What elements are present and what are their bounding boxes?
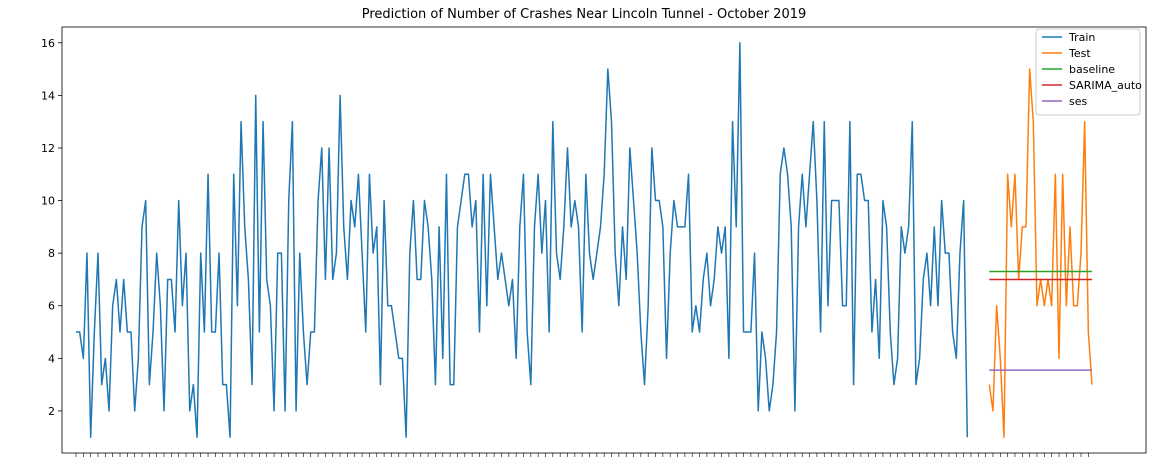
legend-label: ses bbox=[1069, 95, 1087, 108]
x-axis bbox=[75, 453, 1089, 457]
series-line-train bbox=[76, 42, 969, 438]
y-tick-label: 6 bbox=[48, 300, 55, 313]
legend-label: baseline bbox=[1069, 63, 1115, 76]
y-tick-label: 4 bbox=[48, 352, 55, 365]
plot-area bbox=[76, 42, 1093, 438]
y-tick-label: 14 bbox=[41, 89, 55, 102]
chart-title: Prediction of Number of Crashes Near Lin… bbox=[362, 7, 807, 22]
plot-frame bbox=[61, 26, 1147, 454]
y-tick-label: 16 bbox=[41, 37, 55, 50]
legend-label: SARIMA_auto bbox=[1069, 79, 1142, 92]
series-line-test bbox=[988, 68, 1093, 438]
y-tick-label: 8 bbox=[48, 247, 55, 260]
legend-label: Test bbox=[1068, 47, 1091, 60]
y-tick-label: 12 bbox=[41, 142, 55, 155]
legend-label: Train bbox=[1068, 31, 1095, 44]
legend-box bbox=[1035, 28, 1141, 116]
y-axis: 2 4 6 8 10 12 14 16 bbox=[41, 37, 62, 418]
y-tick-label: 2 bbox=[48, 405, 55, 418]
y-tick-label: 10 bbox=[41, 195, 55, 208]
